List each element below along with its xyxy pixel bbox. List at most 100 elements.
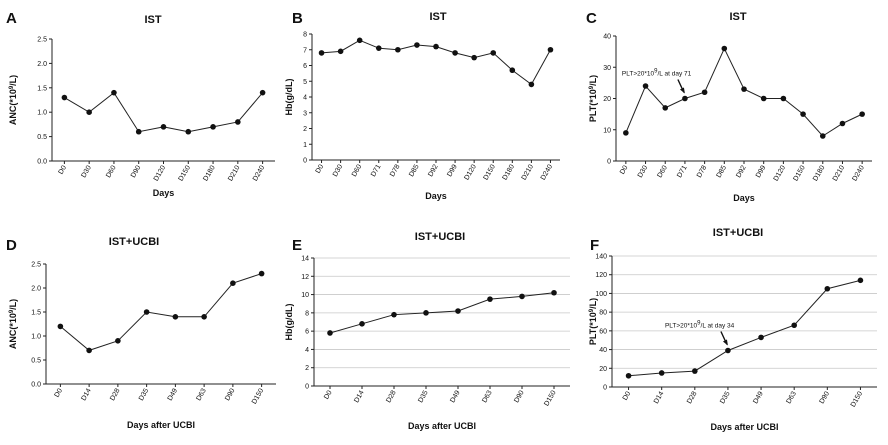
panel-letter-e: E bbox=[292, 237, 302, 254]
x-tick-label: D90 bbox=[513, 389, 526, 404]
data-point bbox=[528, 81, 535, 88]
x-tick-label: D71 bbox=[370, 163, 383, 178]
x-tick-label: D0 bbox=[622, 390, 633, 401]
y-tick-label: 0.5 bbox=[31, 358, 41, 365]
data-point bbox=[760, 95, 767, 102]
panel-letter-d: D bbox=[6, 237, 17, 254]
data-point bbox=[741, 86, 747, 92]
data-point bbox=[642, 83, 649, 89]
data-point bbox=[160, 124, 167, 130]
y-tick-label: 1.5 bbox=[37, 85, 47, 92]
x-tick-label: D28 bbox=[385, 389, 398, 404]
x-tick-label: D120 bbox=[153, 164, 167, 182]
series-line bbox=[60, 273, 262, 351]
data-point bbox=[487, 296, 493, 302]
x-tick-label: D150 bbox=[543, 389, 557, 407]
y-tick-label: 14 bbox=[301, 256, 309, 263]
data-point bbox=[839, 120, 846, 127]
data-point bbox=[61, 94, 68, 101]
x-tick-label: D90 bbox=[224, 387, 237, 402]
x-tick-label: D210 bbox=[521, 163, 535, 181]
x-axis-label-b: Days bbox=[425, 191, 447, 201]
y-tick-label: 1.5 bbox=[31, 310, 41, 317]
y-tick-label: 6 bbox=[305, 329, 309, 336]
x-tick-label: D63 bbox=[195, 387, 208, 402]
y-tick-label: 1 bbox=[303, 142, 307, 149]
data-point bbox=[547, 46, 554, 53]
x-tick-label: D78 bbox=[389, 163, 402, 178]
data-point bbox=[230, 280, 236, 287]
annotation-text: PLT>20*109/L at day 34 bbox=[665, 321, 735, 330]
y-tick-label: 2.5 bbox=[31, 262, 41, 269]
y-tick-label: 4 bbox=[303, 95, 307, 102]
y-tick-label: 10 bbox=[301, 292, 309, 299]
x-tick-label: D180 bbox=[202, 164, 216, 182]
y-axis-label-b: Hb(g/dL) bbox=[284, 79, 294, 116]
x-tick-label: D210 bbox=[832, 164, 846, 182]
data-point bbox=[800, 111, 806, 117]
annotation-text: PLT>20*109/L at day 71 bbox=[622, 69, 692, 78]
x-axis-label-c: Days bbox=[733, 193, 755, 203]
chart-title-e: IST+UCBI bbox=[415, 231, 465, 243]
panel-letter-f: F bbox=[590, 237, 599, 254]
data-point bbox=[86, 109, 92, 115]
chart-title-a: IST bbox=[144, 14, 161, 26]
y-tick-label: 80 bbox=[599, 310, 607, 317]
data-point bbox=[391, 311, 397, 318]
x-tick-label: D120 bbox=[463, 163, 477, 181]
data-point bbox=[172, 314, 179, 320]
data-point bbox=[258, 270, 265, 277]
y-tick-label: 20 bbox=[603, 96, 611, 103]
y-tick-label: 1.0 bbox=[37, 110, 47, 117]
annotation-arrowhead bbox=[722, 339, 728, 346]
y-tick-label: 7 bbox=[303, 47, 307, 54]
panel-d: D IST+UCBI 0.0 0.5 1.0 1.5 2.0 2.5 D0 D14 D28 D35 D4… bbox=[6, 236, 276, 430]
data-point bbox=[359, 321, 365, 327]
data-point bbox=[210, 124, 216, 130]
x-tick-label: D35 bbox=[719, 390, 732, 405]
y-axis-label-f: PLT(*109/L) bbox=[588, 298, 598, 345]
data-point bbox=[824, 285, 831, 292]
data-point bbox=[86, 347, 92, 354]
chart-title-c: IST bbox=[729, 11, 746, 23]
x-tick-label: D150 bbox=[483, 163, 497, 181]
x-axis-label-f: Days after UCBI bbox=[710, 422, 778, 432]
x-tick-label: D85 bbox=[716, 164, 729, 179]
y-axis-label-c: PLT(*109/L) bbox=[588, 75, 598, 122]
y-tick-label: 20 bbox=[599, 366, 607, 373]
data-point bbox=[259, 89, 266, 96]
x-tick-label: D240 bbox=[851, 164, 865, 182]
data-point bbox=[115, 338, 121, 344]
data-point bbox=[395, 46, 401, 53]
series-line bbox=[329, 292, 555, 334]
x-tick-label: D0 bbox=[619, 164, 630, 175]
y-tick-label: 0 bbox=[305, 384, 309, 391]
y-tick-label: 0 bbox=[303, 158, 307, 165]
data-point bbox=[327, 330, 333, 336]
x-tick-label: D99 bbox=[446, 163, 459, 178]
data-point bbox=[658, 370, 665, 376]
annotation-arrowhead bbox=[679, 87, 685, 94]
data-point bbox=[758, 334, 764, 341]
y-tick-label: 2.0 bbox=[37, 61, 47, 68]
y-tick-label: 4 bbox=[305, 347, 309, 354]
x-tick-label: D0 bbox=[58, 164, 69, 175]
y-tick-label: 10 bbox=[603, 127, 611, 134]
x-tick-label: D28 bbox=[109, 387, 122, 402]
data-point bbox=[185, 128, 192, 135]
x-tick-label: D63 bbox=[785, 390, 798, 405]
data-point bbox=[423, 310, 429, 316]
x-tick-label: D180 bbox=[502, 163, 516, 181]
data-point bbox=[337, 48, 344, 55]
data-point bbox=[509, 67, 516, 74]
y-tick-label: 0 bbox=[603, 385, 607, 392]
y-axis-label-e: Hb(g/dL) bbox=[284, 304, 294, 341]
x-tick-label: D14 bbox=[80, 387, 93, 402]
data-point bbox=[490, 50, 497, 56]
x-tick-label: D78 bbox=[696, 164, 709, 179]
y-tick-label: 6 bbox=[303, 63, 307, 70]
chart-title-b: IST bbox=[429, 11, 446, 23]
y-tick-label: 0.0 bbox=[31, 382, 41, 389]
data-point bbox=[692, 368, 698, 374]
